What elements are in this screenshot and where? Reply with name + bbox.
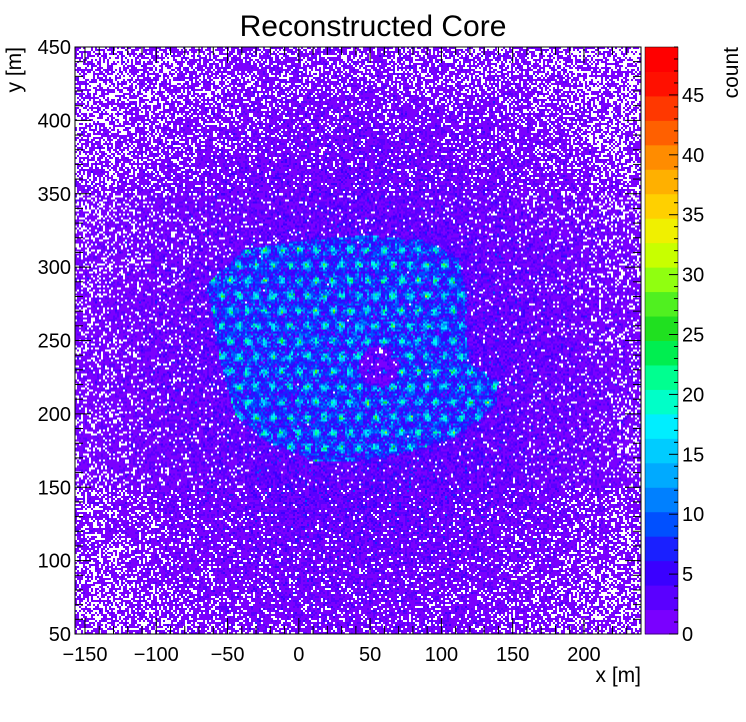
x-axis-label: x [m] [596, 664, 642, 687]
color-scale-band [645, 267, 678, 293]
color-scale-band [645, 438, 678, 464]
heatmap-image [75, 47, 641, 634]
color-scale-tick-label: 45 [682, 85, 704, 107]
plot-area [74, 46, 642, 635]
color-scale-band [645, 487, 678, 513]
y-tick-label: 350 [38, 184, 71, 206]
color-scale-tick-label: 10 [682, 504, 704, 526]
color-scale-band [645, 560, 678, 586]
color-scale-frame [644, 46, 679, 635]
color-scale-band [645, 71, 678, 97]
color-scale-band [645, 389, 678, 415]
color-scale-band [645, 316, 678, 341]
color-scale-band [645, 218, 678, 244]
color-scale-tick-label: 40 [682, 145, 704, 167]
color-scale-band [645, 340, 678, 366]
color-scale-band [645, 413, 678, 439]
color-scale-tick-label: 35 [682, 205, 704, 227]
color-scale-tick-label: 0 [682, 624, 693, 646]
color-scale-tick-label: 15 [682, 444, 704, 466]
color-scale-band [645, 585, 678, 611]
x-tick-label: 0 [293, 644, 304, 666]
color-scale-label: count [720, 47, 743, 99]
x-axis: −150 −100 −50 0 50 100 150 200 [62, 47, 642, 666]
color-scale-band [645, 609, 678, 635]
color-scale: 0 5 10 15 20 25 30 35 40 45 [644, 46, 704, 646]
y-tick-label: 300 [38, 257, 71, 279]
y-tick-label: 200 [38, 404, 71, 426]
color-scale-tick-label: 5 [682, 564, 693, 586]
color-scale-band [645, 291, 678, 317]
y-tick-label: 400 [38, 110, 71, 132]
color-scale-tick-label: 30 [682, 265, 704, 287]
x-tick-label: 50 [359, 644, 381, 666]
x-tick-label: 150 [496, 644, 529, 666]
x-tick-label: −150 [62, 644, 107, 666]
color-scale-band [645, 95, 678, 121]
color-scale-band [645, 242, 678, 268]
color-scale-band [645, 511, 678, 537]
y-tick-label: 150 [38, 477, 71, 499]
color-scale-band [645, 364, 678, 390]
x-tick-label: −50 [211, 644, 245, 666]
chart-title: Reconstructed Core [240, 10, 507, 43]
color-scale-tick-label: 20 [682, 384, 704, 406]
x-tick-label: −100 [134, 644, 179, 666]
y-tick-label: 100 [38, 551, 71, 573]
y-tick-label: 450 [38, 37, 71, 59]
y-axis-label: y [m] [3, 47, 26, 93]
color-scale-band [645, 169, 678, 195]
color-scale-band [645, 120, 678, 146]
y-axis: 50 100 150 200 250 300 350 400 450 [38, 37, 641, 646]
x-tick-label: 200 [567, 644, 600, 666]
y-tick-label: 250 [38, 331, 71, 353]
x-tick-label: 100 [425, 644, 458, 666]
color-scale-band [645, 536, 678, 562]
y-tick-label: 50 [49, 624, 71, 646]
color-scale-band [645, 47, 678, 72]
color-scale-tick-label: 25 [682, 325, 704, 347]
color-scale-band [645, 462, 678, 488]
color-scale-band [645, 144, 678, 170]
